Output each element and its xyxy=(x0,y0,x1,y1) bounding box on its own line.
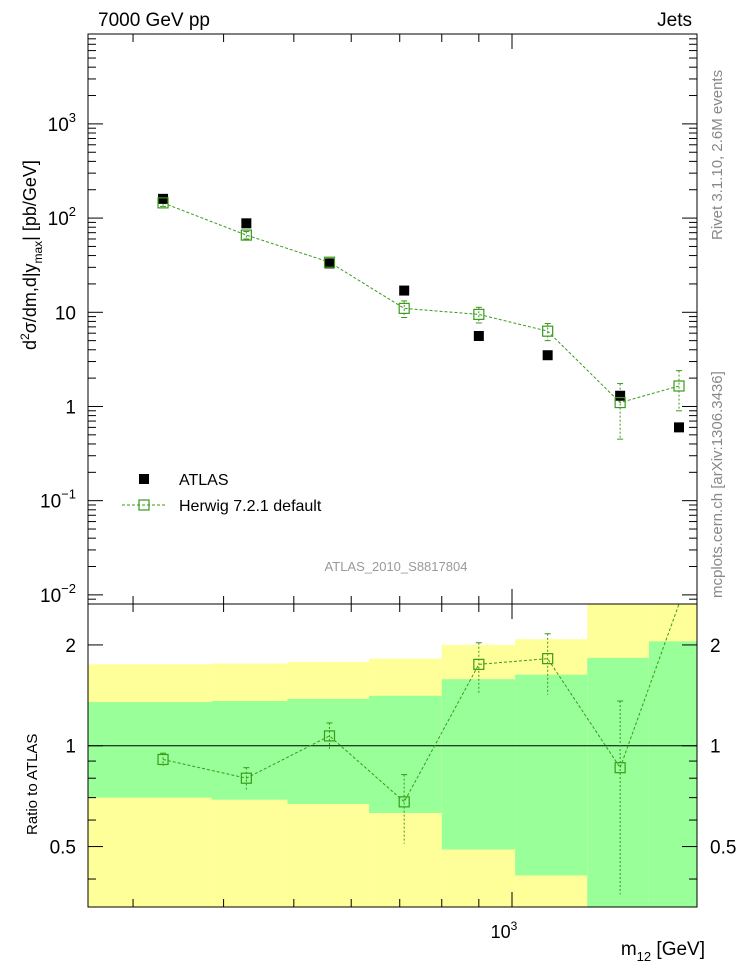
atlas-point xyxy=(324,258,335,269)
legend-atlas-marker xyxy=(139,474,149,484)
ratio-tick-label-right: 0.5 xyxy=(710,838,736,859)
mc-point xyxy=(473,308,485,320)
ratio-bands xyxy=(88,604,697,907)
marks-layer xyxy=(157,193,685,895)
ratio-point xyxy=(542,653,554,665)
ratio-tick-label-left: 1 xyxy=(65,737,76,758)
rivet-label: Rivet 3.1.10, 2.6M events xyxy=(709,70,726,240)
mc-point xyxy=(157,197,169,209)
ratio-point xyxy=(240,772,252,784)
atlas-point xyxy=(473,331,484,342)
mc-line xyxy=(162,202,680,404)
band-inner-2 xyxy=(287,698,370,804)
y-tick-label: 10−1 xyxy=(40,487,76,513)
ratio-point xyxy=(323,730,336,742)
atlas-point xyxy=(241,218,252,229)
band-inner-1 xyxy=(211,701,288,800)
legend-mc-label: Herwig 7.2.1 default xyxy=(179,498,322,515)
ratio-point xyxy=(157,753,169,766)
x-axis-title: m12 [GeV] xyxy=(621,939,705,964)
mc-point xyxy=(614,396,626,409)
x-tick-label: 103 xyxy=(491,919,518,942)
band-inner-4 xyxy=(441,679,516,850)
svg-text:m12 [GeV]: m12 [GeV] xyxy=(621,939,705,964)
y-axis-title-main: d2σ/dm,d|ymax| [pb/GeV] xyxy=(18,160,45,350)
legend-atlas-label: ATLAS xyxy=(179,472,229,489)
analysis-watermark: ATLAS_2010_S8817804 xyxy=(325,559,468,574)
mcplots-label: mcplots.cern.ch [arXiv:1306.3436] xyxy=(709,371,726,598)
legend-mc-marker xyxy=(138,499,150,511)
mc-point xyxy=(673,380,685,392)
ratio-tick-label-left: 2 xyxy=(65,636,76,657)
ratio-point xyxy=(614,762,626,774)
y-tick-label: 102 xyxy=(48,204,76,230)
y-tick-label: 10 xyxy=(55,303,76,324)
band-inner-3 xyxy=(369,695,442,813)
atlas-point xyxy=(674,422,685,433)
band-inner-0 xyxy=(88,702,212,798)
ratio-point xyxy=(398,796,410,808)
ratio-line xyxy=(162,603,680,803)
ratio-panel-frame xyxy=(87,603,698,908)
y-tick-label: 1 xyxy=(65,397,76,418)
header-left: 7000 GeV pp xyxy=(98,10,210,31)
axes-layer: 103 10−2 10−1 1 10 102 103 0.5 0.5 1 1 2 2 xyxy=(40,33,736,942)
atlas-point xyxy=(399,285,410,296)
ratio-tick-label-left: 0.5 xyxy=(50,838,76,859)
y-tick-label: 103 xyxy=(48,110,76,136)
ratio-point xyxy=(473,658,485,670)
atlas-point xyxy=(158,193,169,204)
ratio-tick-label-right: 1 xyxy=(710,737,721,758)
mc-point xyxy=(542,325,554,337)
mc-point xyxy=(240,229,252,241)
main-panel-frame xyxy=(87,33,698,605)
atlas-point xyxy=(542,350,553,361)
mc-point xyxy=(398,302,410,314)
band-inner-7 xyxy=(648,641,697,907)
header-right: Jets xyxy=(657,10,692,31)
y-tick-label: 10−2 xyxy=(40,581,76,607)
band-inner-5 xyxy=(515,674,588,876)
atlas-point xyxy=(615,390,626,401)
legend: ATLAS Herwig 7.2.1 default xyxy=(122,472,322,515)
ratio-tick-label-right: 2 xyxy=(710,636,721,657)
svg-text:d2σ/dm,d|ymax| [pb/GeV]: d2σ/dm,d|ymax| [pb/GeV] xyxy=(18,160,45,350)
mc-point xyxy=(323,256,336,268)
band-inner-6 xyxy=(587,657,649,907)
y-axis-title-ratio: Ratio to ATLAS xyxy=(24,734,41,835)
